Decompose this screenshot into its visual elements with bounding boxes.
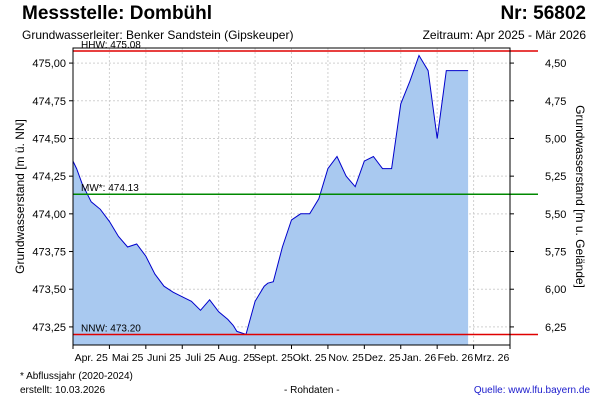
y-tick-label: 475,00 (32, 58, 66, 70)
reference-line-label: HHW: 475.08 (81, 40, 141, 51)
x-tick-label: Nov. 25 (328, 352, 364, 364)
y2-tick-label: 6,25 (545, 322, 566, 334)
y-tick-label: 473,75 (32, 247, 66, 259)
station-number: Nr: 56802 (500, 3, 586, 24)
series-line (72, 54, 469, 336)
x-tick-label: Juli 25 (185, 352, 216, 364)
x-tick-label: Apr. 25 (75, 352, 108, 364)
aquifer-label: Grundwasserleiter: Benker Sandstein (Gip… (22, 28, 294, 42)
x-tick-label: Juni 25 (147, 352, 181, 364)
x-tick-label: Feb. 26 (438, 352, 474, 364)
y-tick-label: 473,50 (32, 284, 66, 296)
y-tick-label: 474,50 (32, 133, 66, 145)
y2-tick-label: 5,75 (545, 247, 566, 259)
y2-tick-label: 5,00 (545, 133, 566, 145)
y2-tick-label: 4,50 (545, 58, 566, 70)
y2-tick-label: 4,75 (545, 96, 566, 108)
x-tick-label: Dez. 25 (364, 352, 400, 364)
page-title: Messstelle: Dombühl (22, 3, 213, 24)
series-area (73, 55, 469, 345)
reference-line-label: MW*: 474.13 (81, 183, 139, 194)
reference-line-label: NNW: 473.20 (81, 323, 141, 334)
x-tick-label: Aug. 25 (219, 352, 255, 364)
y2-tick-label: 6,00 (545, 284, 566, 296)
created-date: erstellt: 10.03.2026 (20, 385, 106, 396)
period-label: Zeitraum: Apr 2025 - Mär 2026 (422, 28, 586, 42)
y2-tick-label: 5,50 (545, 209, 566, 221)
y-tick-label: 474,25 (32, 171, 66, 183)
x-tick-label: Sept. 25 (254, 352, 293, 364)
x-tick-label: Mrz. 26 (474, 352, 509, 364)
y-tick-label: 474,00 (32, 209, 66, 221)
x-tick-label: Okt. 25 (293, 352, 327, 364)
rawdata-label: - Rohdaten - (284, 385, 340, 396)
y-tick-label: 473,25 (32, 322, 66, 334)
source-link[interactable]: Quelle: www.lfu.bayern.de (473, 385, 590, 396)
x-tick-label: Jan. 26 (402, 352, 437, 364)
y2-axis-label: Grundwasserstand [m u. Gelände] (573, 105, 587, 288)
y2-tick-label: 5,25 (545, 171, 566, 183)
y-axis-label: Grundwasserstand [m ü. NN] (13, 119, 27, 274)
x-tick-label: Mai 25 (112, 352, 144, 364)
y-tick-label: 474,75 (32, 96, 66, 108)
footnote: * Abflussjahr (2020-2024) (20, 371, 133, 382)
